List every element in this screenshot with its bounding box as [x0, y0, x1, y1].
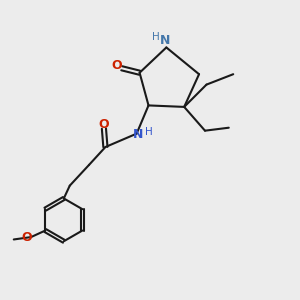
Text: N: N: [160, 34, 170, 47]
Text: H: H: [145, 127, 152, 137]
Text: H: H: [152, 32, 160, 42]
Text: O: O: [22, 231, 32, 244]
Text: O: O: [111, 59, 122, 72]
Text: O: O: [99, 118, 109, 130]
Text: N: N: [133, 128, 143, 141]
